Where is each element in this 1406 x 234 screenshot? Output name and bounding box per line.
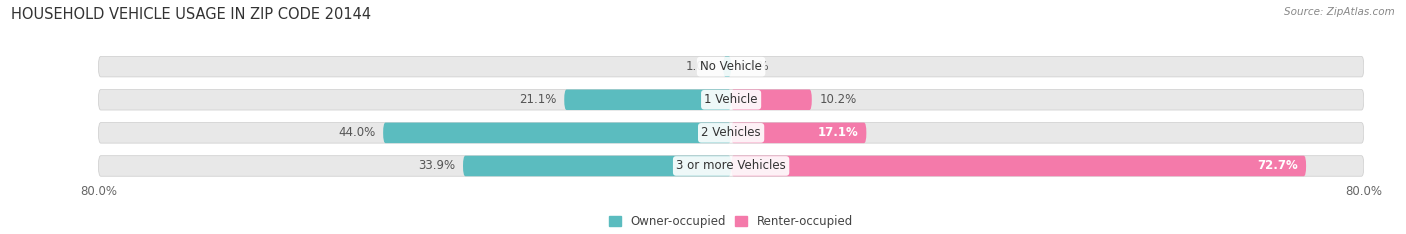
FancyBboxPatch shape [98,56,1364,77]
Text: 1 Vehicle: 1 Vehicle [704,93,758,106]
Text: 1.0%: 1.0% [686,60,716,73]
Text: 21.1%: 21.1% [519,93,557,106]
Text: 10.2%: 10.2% [820,93,856,106]
Legend: Owner-occupied, Renter-occupied: Owner-occupied, Renter-occupied [609,215,853,228]
Text: 44.0%: 44.0% [337,126,375,139]
FancyBboxPatch shape [98,156,1364,176]
FancyBboxPatch shape [731,123,866,143]
Text: HOUSEHOLD VEHICLE USAGE IN ZIP CODE 20144: HOUSEHOLD VEHICLE USAGE IN ZIP CODE 2014… [11,7,371,22]
Text: 0.0%: 0.0% [740,60,769,73]
FancyBboxPatch shape [463,156,731,176]
FancyBboxPatch shape [382,123,731,143]
Text: 33.9%: 33.9% [418,159,456,172]
FancyBboxPatch shape [98,123,1364,143]
Text: 17.1%: 17.1% [818,126,859,139]
Text: 2 Vehicles: 2 Vehicles [702,126,761,139]
FancyBboxPatch shape [731,156,1306,176]
Text: 72.7%: 72.7% [1257,159,1298,172]
FancyBboxPatch shape [731,89,811,110]
FancyBboxPatch shape [723,56,731,77]
FancyBboxPatch shape [98,89,1364,110]
Text: 3 or more Vehicles: 3 or more Vehicles [676,159,786,172]
FancyBboxPatch shape [564,89,731,110]
Text: Source: ZipAtlas.com: Source: ZipAtlas.com [1284,7,1395,17]
Text: No Vehicle: No Vehicle [700,60,762,73]
